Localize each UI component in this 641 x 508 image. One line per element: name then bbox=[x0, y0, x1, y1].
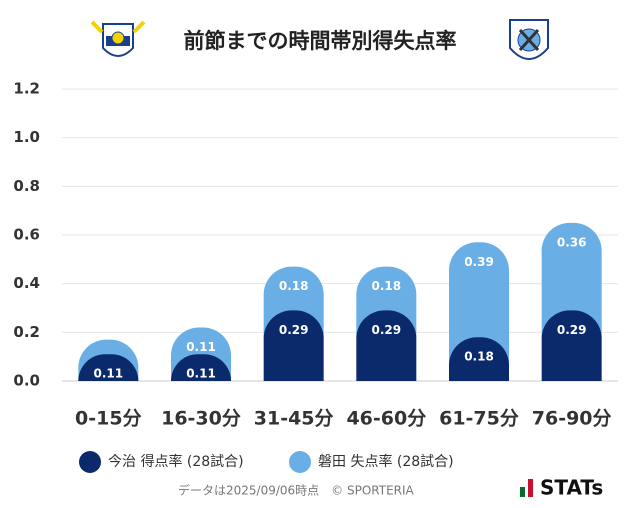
bar-segment bbox=[263, 310, 324, 381]
brand-icon bbox=[528, 479, 533, 497]
y-tick-label: 0.6 bbox=[13, 226, 40, 244]
y-tick-label: 0.2 bbox=[13, 323, 40, 341]
value-label: 0.18 bbox=[279, 279, 309, 293]
bar-segment bbox=[171, 354, 231, 381]
value-label: 0.29 bbox=[279, 323, 309, 337]
x-tick-label: 46-60分 bbox=[346, 408, 426, 430]
team-logo bbox=[90, 20, 146, 57]
legend-swatch bbox=[79, 451, 101, 473]
y-tick-label: 0.0 bbox=[13, 372, 40, 390]
legend-swatch bbox=[289, 451, 311, 473]
value-label: 0.29 bbox=[557, 323, 587, 337]
value-label: 0.39 bbox=[464, 255, 494, 269]
x-tick-label: 61-75分 bbox=[439, 408, 519, 430]
x-tick-label: 16-30分 bbox=[161, 408, 241, 430]
y-tick-label: 0.8 bbox=[13, 177, 40, 195]
y-tick-label: 1.0 bbox=[13, 128, 40, 146]
footer: データは2025/09/06時点 © SPORTERIA bbox=[178, 483, 415, 498]
bar-segment bbox=[356, 310, 417, 381]
x-tick-label: 76-90分 bbox=[532, 408, 612, 430]
x-tick-label: 0-15分 bbox=[75, 408, 142, 430]
legend-label: 磐田 失点率 (28試合) bbox=[318, 453, 454, 470]
y-tick-label: 0.4 bbox=[13, 274, 40, 292]
y-tick-label: 1.2 bbox=[13, 80, 40, 98]
bar-segment bbox=[78, 354, 139, 381]
value-label: 0.29 bbox=[372, 323, 402, 337]
value-label: 0.36 bbox=[557, 235, 587, 249]
value-label: 0.18 bbox=[372, 279, 402, 293]
value-label: 0.11 bbox=[186, 367, 216, 381]
team-logo bbox=[509, 19, 549, 60]
value-label: 0.18 bbox=[464, 350, 494, 364]
bar-segment bbox=[541, 310, 602, 381]
x-tick-label: 31-45分 bbox=[254, 408, 334, 430]
value-label: 0.11 bbox=[94, 367, 124, 381]
bar-segment bbox=[449, 337, 509, 381]
brand-icon bbox=[520, 487, 525, 497]
legend-label: 今治 得点率 (28試合) bbox=[108, 453, 244, 470]
chart-title: 前節までの時間帯別得失点率 bbox=[184, 29, 457, 53]
bar-segment bbox=[541, 222, 602, 339]
bar-segment bbox=[449, 242, 509, 366]
value-label: 0.11 bbox=[186, 340, 216, 354]
brand: STATs bbox=[540, 476, 603, 500]
